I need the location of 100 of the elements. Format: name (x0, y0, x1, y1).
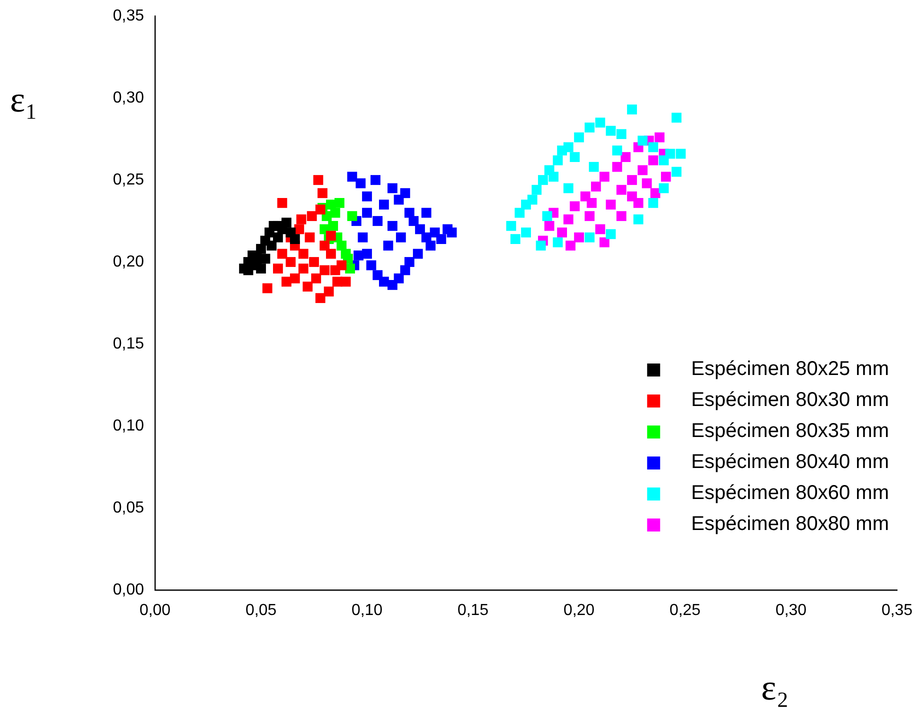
point (510, 234, 520, 244)
point (370, 175, 380, 185)
point (506, 220, 516, 231)
point (347, 172, 358, 182)
point (672, 112, 682, 123)
point (521, 228, 531, 238)
legend-label: Espécimen 80x25 mm (691, 358, 890, 380)
x-tick-label: 0,15 (457, 602, 489, 620)
point (290, 273, 300, 284)
point (552, 155, 563, 166)
x-tick-label: 0,20 (563, 602, 595, 620)
point (320, 265, 330, 276)
point (286, 257, 296, 267)
point (394, 273, 404, 284)
point (648, 198, 658, 208)
point (591, 182, 601, 192)
point (311, 273, 322, 284)
point (648, 142, 658, 152)
point (336, 240, 347, 251)
x-tick-label: 0,05 (245, 602, 277, 620)
point (400, 188, 410, 198)
point (588, 162, 599, 172)
point (277, 248, 288, 259)
point (599, 237, 610, 248)
x-tick-label: 0,25 (669, 602, 701, 620)
point (627, 104, 637, 114)
point (330, 208, 340, 218)
point (574, 132, 584, 142)
point (612, 146, 622, 156)
point (243, 265, 254, 276)
point (672, 166, 682, 177)
point (563, 214, 574, 224)
point (548, 172, 559, 182)
point (372, 216, 383, 226)
point (315, 293, 326, 304)
point (616, 129, 626, 140)
point (281, 218, 292, 228)
point (334, 198, 344, 208)
point (599, 172, 610, 182)
point (262, 283, 272, 294)
point (648, 155, 658, 166)
x-axis-title: ε₂ (761, 667, 789, 708)
point (446, 228, 457, 238)
x-tick-label: 0,35 (881, 602, 913, 620)
point (404, 257, 414, 267)
y-tick-label: 0,35 (112, 7, 144, 24)
legend-label: Espécimen 80x35 mm (691, 420, 890, 442)
point (358, 232, 368, 242)
point (362, 191, 372, 202)
point (387, 183, 398, 194)
y-tick-label: 0,05 (112, 499, 144, 516)
point (366, 260, 376, 270)
point (296, 214, 306, 224)
point (620, 152, 631, 162)
point (627, 191, 637, 202)
point (412, 248, 423, 259)
point (260, 254, 270, 264)
legend-label: Espécimen 80x30 mm (691, 389, 890, 412)
point (298, 264, 308, 274)
y-tick-label: 0,10 (112, 417, 144, 434)
point (527, 194, 538, 205)
point (313, 175, 324, 185)
point (356, 178, 366, 188)
x-tick-label: 0,00 (139, 602, 171, 620)
point (266, 240, 277, 251)
point (362, 208, 372, 218)
point (273, 264, 283, 274)
point (273, 232, 283, 242)
point (658, 183, 669, 194)
point (536, 240, 546, 251)
point (309, 257, 319, 267)
point (606, 126, 616, 136)
point (421, 208, 432, 218)
point (606, 200, 616, 210)
point (638, 165, 648, 176)
point (616, 184, 626, 195)
point (584, 232, 595, 242)
y-tick-label: 0,00 (112, 581, 144, 598)
point (328, 220, 338, 231)
point (552, 237, 563, 248)
point (650, 188, 660, 198)
point (324, 286, 334, 296)
point (290, 234, 300, 244)
point (315, 204, 326, 214)
point (595, 224, 606, 234)
point (638, 136, 648, 146)
point (532, 184, 542, 195)
point (566, 240, 576, 251)
point (616, 211, 626, 222)
point (563, 183, 574, 194)
point (586, 198, 597, 208)
point (408, 216, 419, 226)
point (542, 211, 552, 222)
point (544, 220, 554, 231)
point (654, 132, 665, 142)
point (340, 276, 351, 287)
point (277, 198, 288, 208)
y-tick-label: 0,25 (112, 171, 144, 188)
point (302, 282, 313, 292)
point (383, 240, 394, 251)
